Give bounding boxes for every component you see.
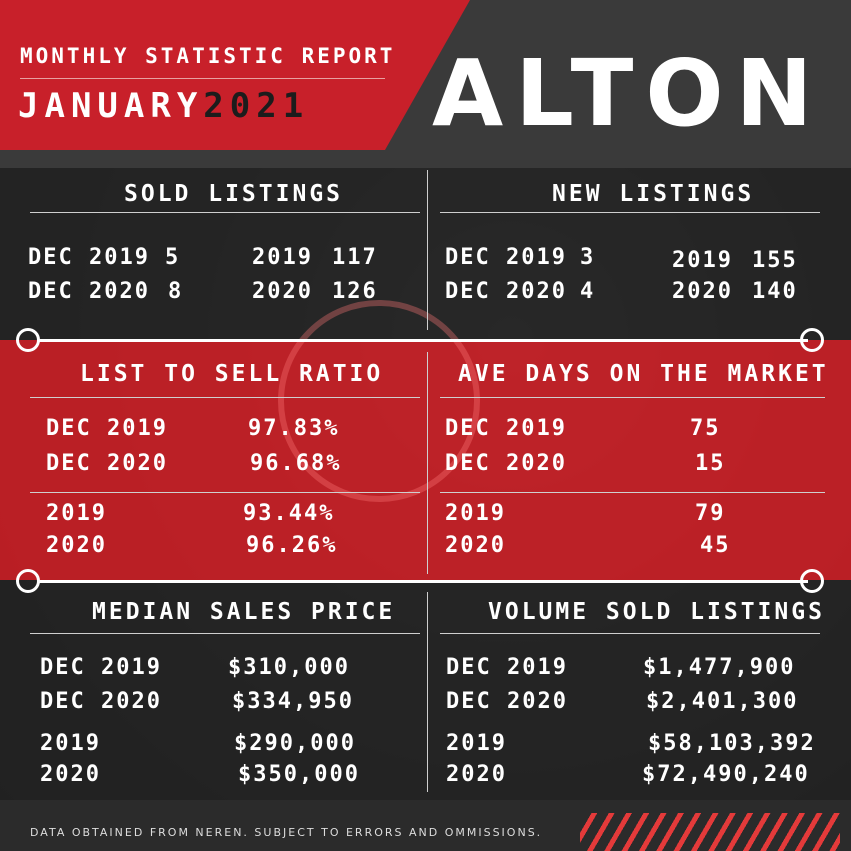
footer-stripes bbox=[580, 813, 840, 851]
divider-ring-right-bottom bbox=[800, 569, 824, 593]
median-row-value: $290,000 bbox=[234, 731, 356, 756]
volume-row-value: $1,477,900 bbox=[643, 655, 796, 680]
median-row-value: $350,000 bbox=[238, 762, 360, 787]
header-red-panel bbox=[0, 0, 470, 150]
footer-disclaimer: DATA OBTAINED FROM NEREN. SUBJECT TO ERR… bbox=[30, 826, 543, 839]
volume-sold-title: VOLUME SOLD LISTINGS bbox=[488, 599, 825, 625]
ratio-row-value: 97.83% bbox=[248, 416, 340, 441]
volume-row-label: DEC 2020 bbox=[446, 689, 568, 714]
new-listings-title: NEW LISTINGS bbox=[552, 181, 755, 207]
sold-row-label: DEC 2020 bbox=[28, 279, 150, 304]
list-to-sell-title: LIST TO SELL RATIO bbox=[80, 361, 384, 387]
vertical-divider-top bbox=[427, 170, 428, 330]
volume-row-label: 2020 bbox=[446, 762, 507, 787]
ratio-row-value: 93.44% bbox=[243, 501, 335, 526]
ave-days-title: AVE DAYS ON THE MARKET bbox=[458, 361, 829, 387]
divider-line-bottom bbox=[38, 580, 808, 583]
days-row-value: 45 bbox=[700, 533, 731, 558]
title-rule bbox=[20, 78, 385, 79]
median-price-title: MEDIAN SALES PRICE bbox=[92, 599, 396, 625]
sold-row-year: 2020 bbox=[252, 279, 313, 304]
sold-row-label: DEC 2019 bbox=[28, 245, 150, 270]
days-row-label: 2020 bbox=[445, 533, 506, 558]
ratio-row-label: 2019 bbox=[46, 501, 107, 526]
sold-row-value: 5 bbox=[165, 245, 181, 270]
logo-watermark bbox=[278, 300, 480, 502]
median-title-rule bbox=[30, 633, 420, 634]
new-row-year: 2020 bbox=[672, 279, 733, 304]
divider-line-top bbox=[38, 339, 808, 342]
median-row-value: $334,950 bbox=[232, 689, 354, 714]
volume-row-label: 2019 bbox=[446, 731, 507, 756]
report-title: MONTHLY STATISTIC REPORT bbox=[20, 44, 396, 68]
days-title-rule bbox=[440, 397, 825, 398]
new-row-label: DEC 2020 bbox=[445, 279, 567, 304]
volume-row-label: DEC 2019 bbox=[446, 655, 568, 680]
new-row-value: 4 bbox=[580, 279, 596, 304]
days-row-label: 2019 bbox=[445, 501, 506, 526]
year-text: 2021 bbox=[203, 86, 310, 126]
sold-row-year-value: 126 bbox=[332, 279, 378, 304]
report-month: JANUARY2021 bbox=[18, 86, 309, 126]
days-row-value: 75 bbox=[690, 416, 721, 441]
month-text: JANUARY bbox=[18, 86, 204, 126]
ratio-title-rule bbox=[30, 397, 420, 398]
median-row-label: DEC 2020 bbox=[40, 689, 162, 714]
volume-row-value: $72,490,240 bbox=[642, 762, 810, 787]
new-row-label: DEC 2019 bbox=[445, 245, 567, 270]
ratio-row-value: 96.26% bbox=[246, 533, 338, 558]
median-row-value: $310,000 bbox=[228, 655, 350, 680]
vertical-divider-bottom bbox=[427, 592, 428, 792]
bottom-section-background bbox=[0, 580, 851, 800]
new-row-value: 3 bbox=[580, 245, 596, 270]
divider-ring-left-top bbox=[16, 328, 40, 352]
volume-row-value: $2,401,300 bbox=[646, 689, 799, 714]
days-row-label: DEC 2019 bbox=[445, 416, 567, 441]
divider-ring-left-bottom bbox=[16, 569, 40, 593]
days-row-value: 15 bbox=[695, 451, 726, 476]
ratio-row-label: DEC 2020 bbox=[46, 451, 168, 476]
ratio-row-value: 96.68% bbox=[250, 451, 342, 476]
new-title-rule bbox=[440, 212, 820, 213]
sold-row-value: 8 bbox=[168, 279, 184, 304]
days-mid-rule bbox=[440, 492, 825, 493]
median-row-label: DEC 2019 bbox=[40, 655, 162, 680]
divider-ring-right-top bbox=[800, 328, 824, 352]
new-row-year-value: 155 bbox=[752, 248, 798, 273]
new-row-year: 2019 bbox=[672, 248, 733, 273]
days-row-value: 79 bbox=[695, 501, 726, 526]
sold-row-year: 2019 bbox=[252, 245, 313, 270]
city-name: ALTON bbox=[432, 40, 825, 147]
ratio-mid-rule bbox=[30, 492, 420, 493]
sold-row-year-value: 117 bbox=[332, 245, 378, 270]
ratio-row-label: 2020 bbox=[46, 533, 107, 558]
median-row-label: 2019 bbox=[40, 731, 101, 756]
sold-title-rule bbox=[30, 212, 420, 213]
ratio-row-label: DEC 2019 bbox=[46, 416, 168, 441]
volume-title-rule bbox=[440, 633, 820, 634]
sold-listings-title: SOLD LISTINGS bbox=[124, 181, 344, 207]
vertical-divider-middle bbox=[427, 352, 428, 574]
days-row-label: DEC 2020 bbox=[445, 451, 567, 476]
median-row-label: 2020 bbox=[40, 762, 101, 787]
new-row-year-value: 140 bbox=[752, 279, 798, 304]
volume-row-value: $58,103,392 bbox=[648, 731, 816, 756]
